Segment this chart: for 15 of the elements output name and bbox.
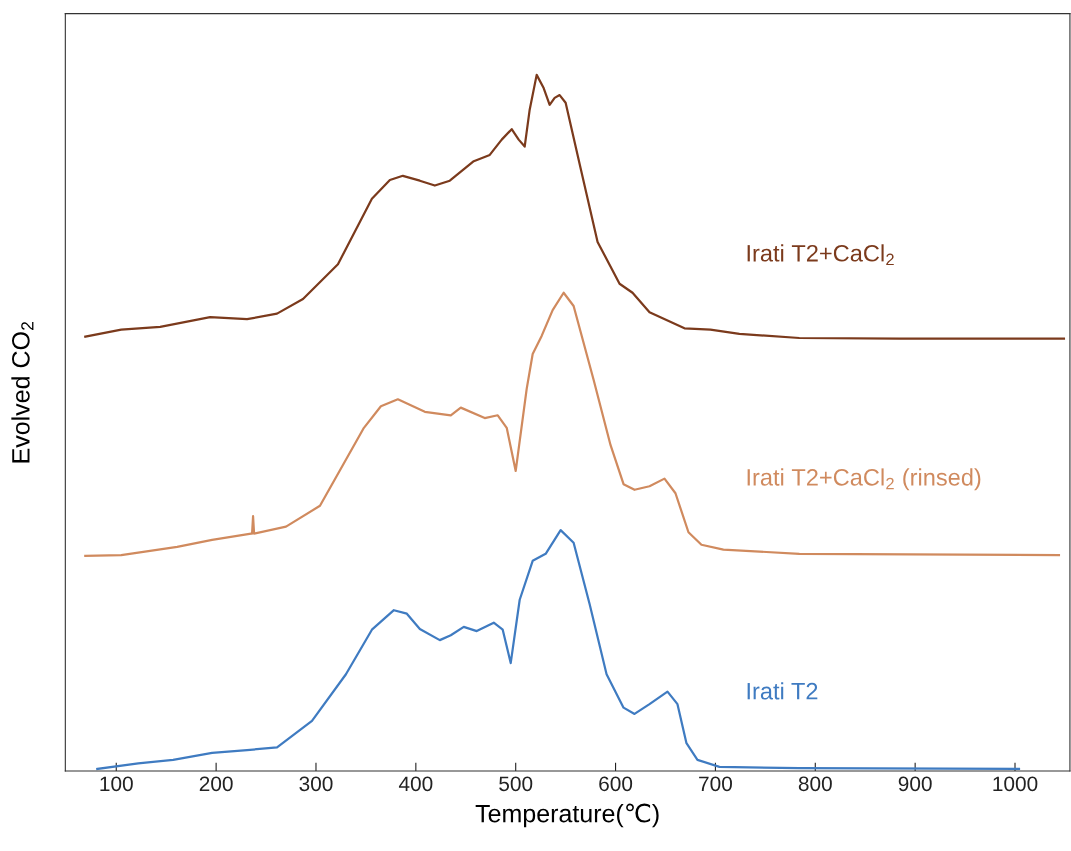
x-tick-label: 200 (199, 776, 233, 792)
x-tick-label: 500 (499, 776, 533, 792)
x-tick-label: 600 (599, 776, 633, 792)
x-tick-label: 100 (100, 776, 133, 792)
x-axis-title: Temperature(℃) (475, 803, 659, 828)
text: Irati T2+CaCl$_{2}$ (rinsed) (747, 468, 981, 491)
x-tick-label: 400 (398, 776, 433, 792)
x-tick-label: 1000 (993, 776, 1038, 792)
y-axis-title: Evolved CO$_{2}$ (11, 321, 34, 463)
x-tick-label: 300 (299, 776, 333, 792)
x-tick-label: 700 (699, 776, 732, 792)
x-tick-label: 900 (898, 776, 932, 792)
x-tick-label: 800 (798, 776, 832, 792)
text: Irati T2 (747, 682, 818, 700)
text: Irati T2+CaCl$_{2}$ (747, 244, 894, 266)
